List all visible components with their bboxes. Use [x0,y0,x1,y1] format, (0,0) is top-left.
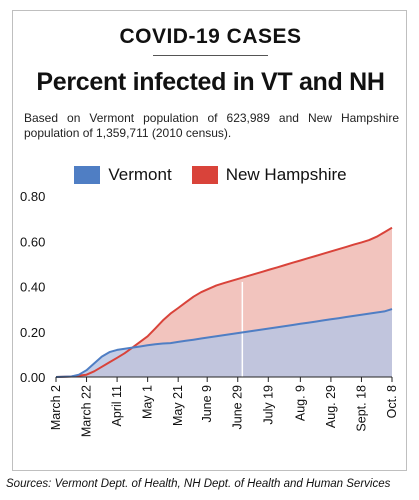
kicker-rule [153,55,268,56]
y-tick-label: 0.60 [20,234,45,249]
legend-label-new-hampshire: New Hampshire [225,165,347,184]
x-tick-label: June 9 [200,385,214,423]
chart-title: Percent infected in VT and NH [36,68,385,96]
chart-frame: COVID-19 CASES Percent infected in VT an… [12,10,407,471]
y-tick-label: 0.00 [20,370,45,385]
legend-label-vermont: Vermont [108,165,172,184]
x-tick-label: Sept. 18 [354,385,368,432]
x-tick-label: April 11 [110,385,124,427]
chart-legend: Vermont New Hampshire [13,165,408,185]
y-tick-label: 0.80 [20,189,45,204]
source-note: Sources: Vermont Dept. of Health, NH Dep… [6,478,391,490]
chart-subtitle: Based on Vermont population of 623,989 a… [24,111,399,140]
line-vermont [55,308,393,378]
line-new-hampshire [55,226,393,378]
legend-item-vermont: Vermont [74,165,172,185]
x-tick-label: March 22 [80,385,94,437]
x-tick-label: May 21 [171,385,185,426]
x-tick-label: March 2 [49,385,63,430]
area-vermont [56,309,392,377]
x-tick-label: May 1 [141,385,155,419]
legend-swatch-new-hampshire [191,166,218,184]
chart-kicker: COVID-19 CASES [119,25,302,48]
x-tick-label: Aug. 29 [324,385,338,428]
x-tick-label: July 19 [261,385,275,425]
legend-item-new-hampshire: New Hampshire [191,165,347,185]
legend-swatch-vermont [74,166,101,184]
x-tick-label: Oct. 8 [385,385,399,418]
x-tick-label: June 29 [231,385,245,430]
y-tick-label: 0.20 [20,325,45,340]
x-tick-label: Aug. 9 [293,385,307,421]
y-tick-label: 0.40 [20,280,45,295]
